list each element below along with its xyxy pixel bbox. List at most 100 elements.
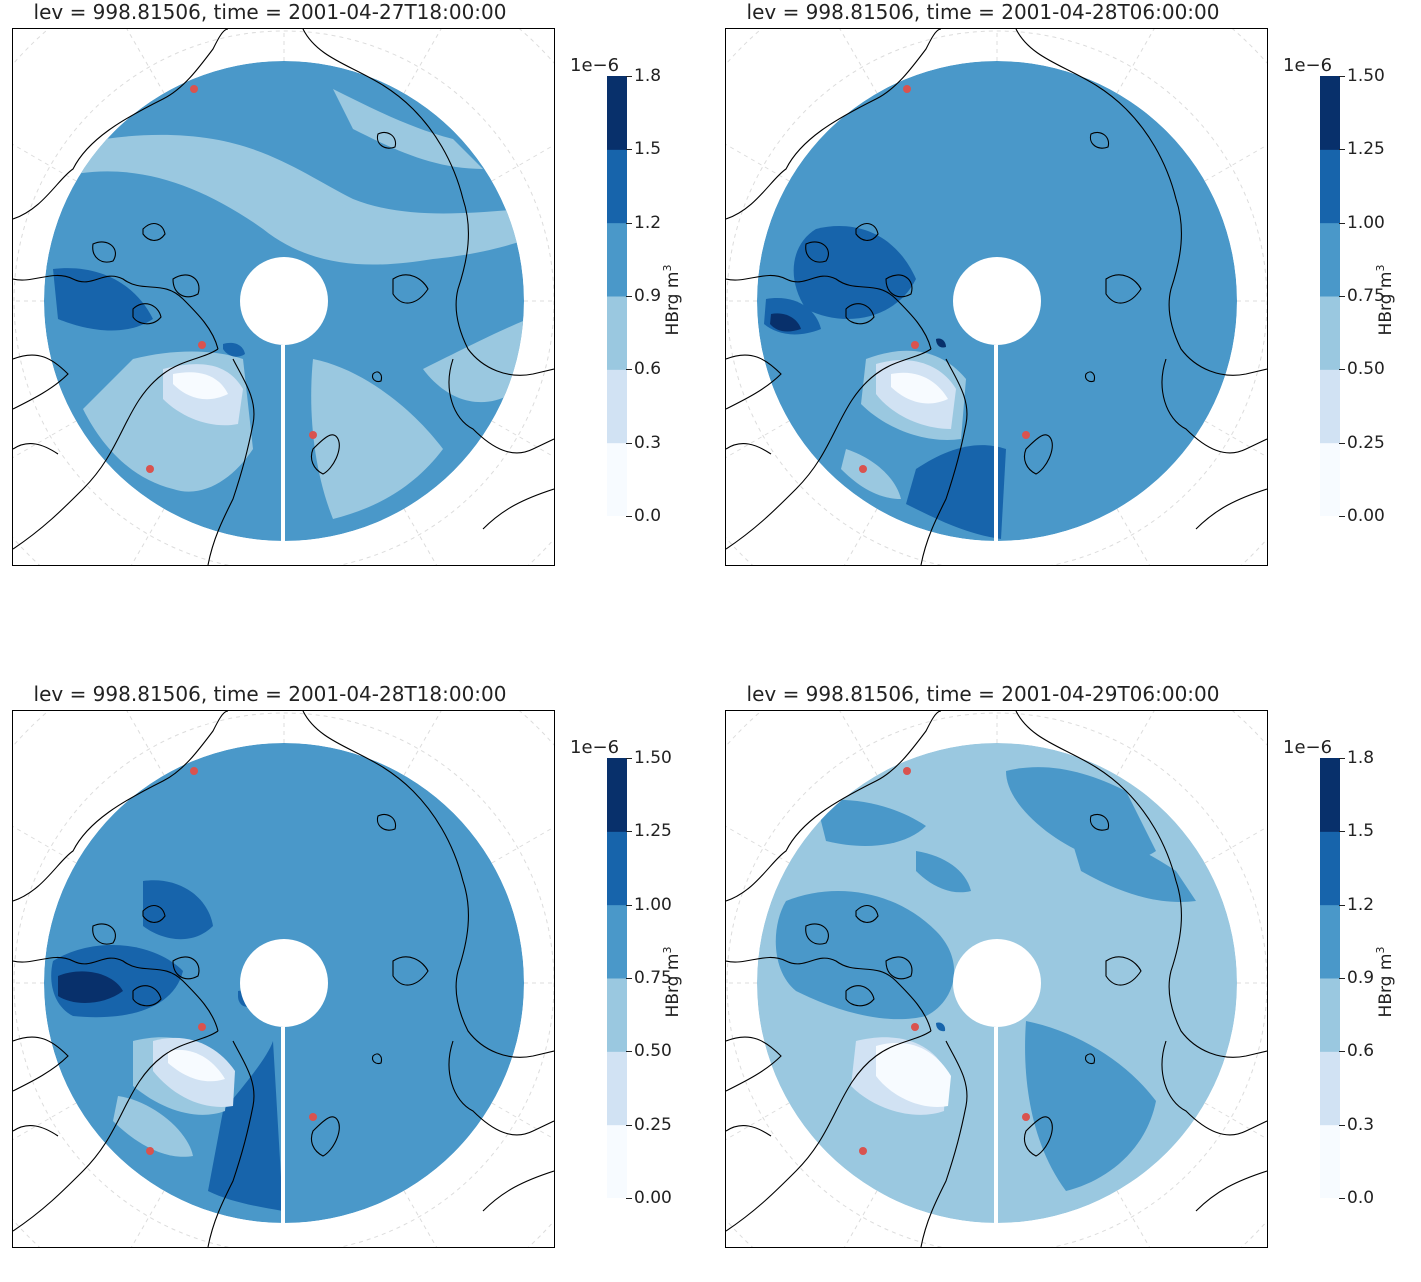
coastline bbox=[1085, 1053, 1095, 1065]
coastline bbox=[13, 1030, 219, 1232]
colorbar bbox=[1320, 76, 1340, 516]
coastline bbox=[302, 711, 464, 882]
colorbar-segment bbox=[607, 831, 627, 906]
colorbar-segment bbox=[1320, 904, 1340, 979]
coastline bbox=[885, 274, 913, 298]
coastline bbox=[1161, 1040, 1267, 1136]
colorbar-tick: 0.9 bbox=[1338, 968, 1375, 988]
coastline bbox=[726, 956, 932, 1032]
coastline bbox=[726, 443, 772, 455]
colorbar-segment bbox=[1320, 1051, 1340, 1126]
colorbar-tick: 1.50 bbox=[1339, 66, 1385, 86]
colorbar-label: HBrg m3 bbox=[661, 946, 683, 1018]
coastline bbox=[13, 29, 229, 220]
colorbar bbox=[607, 758, 627, 1198]
contour-region bbox=[53, 268, 153, 331]
colorbar-segment bbox=[607, 978, 627, 1052]
contour-region bbox=[936, 338, 946, 348]
coastline bbox=[1089, 131, 1110, 149]
contour-region bbox=[916, 851, 971, 893]
colorbar-segment bbox=[1320, 831, 1340, 906]
colorbar-segment bbox=[1320, 222, 1340, 297]
contour-region bbox=[1066, 821, 1196, 902]
coastline bbox=[1168, 880, 1267, 1058]
colorbar-segment bbox=[607, 442, 627, 516]
coastline bbox=[310, 1116, 340, 1157]
station-marker bbox=[309, 431, 317, 439]
colorbar-tick: 0.3 bbox=[1338, 1114, 1375, 1135]
station-marker bbox=[198, 1023, 206, 1031]
station-marker bbox=[859, 465, 867, 473]
map-panel-4: lev = 998.81506, time = 2001-04-29T06:00… bbox=[713, 682, 1413, 1282]
stations bbox=[146, 767, 317, 1155]
colorbar-exponent: 1e−6 bbox=[570, 55, 620, 76]
panel-title: lev = 998.81506, time = 2001-04-27T18:00… bbox=[33, 0, 507, 24]
stations bbox=[146, 85, 317, 473]
coastline bbox=[92, 241, 116, 263]
polar-map bbox=[12, 710, 555, 1248]
field bbox=[44, 61, 524, 541]
contour-region bbox=[173, 372, 228, 400]
contour-region bbox=[816, 799, 926, 846]
station-marker bbox=[903, 767, 911, 775]
colorbar bbox=[1320, 758, 1340, 1198]
colorbar-tick: 0.0 bbox=[625, 506, 662, 526]
colorbar-tick: 0.25 bbox=[1339, 432, 1385, 453]
colorbar-segment bbox=[1320, 296, 1340, 370]
colorbar-tick: 1.8 bbox=[625, 66, 662, 86]
colorbar-tick: 0.25 bbox=[626, 1114, 672, 1135]
contour-region bbox=[168, 1049, 225, 1082]
colorbar-segment bbox=[607, 1124, 627, 1198]
colorbar-segment bbox=[1320, 978, 1340, 1052]
coastline bbox=[372, 371, 382, 383]
colorbar-segment bbox=[607, 1051, 627, 1126]
coastline bbox=[142, 223, 166, 241]
coastline bbox=[845, 985, 875, 1007]
colorbar-label: HBrg m3 bbox=[1374, 264, 1396, 336]
colorbar-tick: 0.75 bbox=[626, 968, 672, 988]
colorbar-segment bbox=[1320, 442, 1340, 516]
coastline bbox=[855, 905, 879, 923]
coastline bbox=[1085, 371, 1095, 383]
contour-region bbox=[906, 445, 1006, 539]
coastline bbox=[920, 358, 968, 565]
station-marker bbox=[859, 1147, 867, 1155]
colorbar-tick: 1.5 bbox=[625, 139, 662, 160]
panel-title: lev = 998.81506, time = 2001-04-29T06:00… bbox=[746, 682, 1220, 706]
colorbar-exponent: 1e−6 bbox=[1283, 55, 1333, 76]
colorbar-tick: 0.9 bbox=[625, 286, 662, 306]
coastline bbox=[392, 274, 429, 304]
polar-map bbox=[725, 28, 1268, 566]
contour-region bbox=[113, 1096, 193, 1157]
seam-gap bbox=[994, 345, 998, 565]
stations bbox=[859, 85, 1030, 473]
coastline bbox=[1023, 434, 1053, 475]
coastline bbox=[13, 348, 219, 550]
colorbar-segment bbox=[1320, 369, 1340, 444]
coastline bbox=[1015, 29, 1177, 200]
contour-region bbox=[841, 449, 901, 499]
coastline bbox=[13, 274, 219, 350]
colorbar-segment bbox=[607, 76, 627, 150]
coastline bbox=[726, 348, 932, 550]
coastline bbox=[1015, 711, 1177, 882]
contour-region bbox=[58, 971, 123, 1003]
colorbar-segment bbox=[607, 369, 627, 444]
colorbar-tick: 0.6 bbox=[1338, 1041, 1375, 1062]
station-marker bbox=[146, 465, 154, 473]
colorbar-tick: 0.00 bbox=[626, 1188, 672, 1208]
coastline bbox=[805, 923, 829, 945]
contour-region bbox=[876, 1042, 951, 1107]
colorbar-tick: 0.75 bbox=[1339, 286, 1385, 306]
contour-region bbox=[793, 226, 916, 319]
coastline bbox=[13, 1036, 69, 1092]
panel-title: lev = 998.81506, time = 2001-04-28T06:00… bbox=[746, 0, 1220, 24]
colorbar-tick: 1.25 bbox=[1339, 139, 1385, 160]
coastline bbox=[726, 29, 942, 220]
colorbar-label: HBrg m3 bbox=[661, 264, 683, 336]
coastline bbox=[376, 813, 397, 831]
coastline bbox=[1195, 488, 1267, 530]
contour-region bbox=[333, 89, 483, 169]
contour-region bbox=[1006, 767, 1156, 862]
field bbox=[44, 743, 524, 1223]
